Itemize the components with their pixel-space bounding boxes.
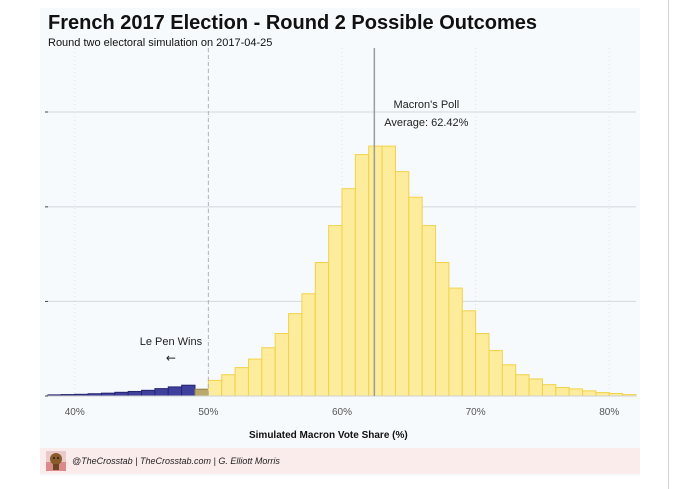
chart-card: 40% 50% 60% 70% 80% Macron's Poll Average: 6… xyxy=(40,8,640,476)
bar-51 xyxy=(221,374,236,397)
bar-58 xyxy=(314,262,330,397)
bar-79 xyxy=(595,392,610,397)
bar-74 xyxy=(528,378,543,397)
reference-lines xyxy=(207,48,376,396)
poll-average-label: Macron's Poll xyxy=(393,99,459,111)
chart-plot: 40% 50% 60% 70% 80% Macron's Poll Average: 6… xyxy=(45,48,637,441)
footer-credits: @TheCrosstab | TheCrosstab.com | G. Elli… xyxy=(72,456,280,466)
bar-53 xyxy=(247,358,263,397)
bar-69 xyxy=(461,310,477,397)
bar-46 xyxy=(154,388,169,397)
bar-72 xyxy=(501,364,517,397)
chart-title: French 2017 Election - Round 2 Possible … xyxy=(48,12,538,34)
bar-62 xyxy=(368,145,383,397)
footer-bar: @TheCrosstab | TheCrosstab.com | G. Elli… xyxy=(40,448,640,474)
bar-68 xyxy=(448,287,463,397)
bar-61 xyxy=(354,154,370,397)
bar-76 xyxy=(555,386,570,397)
x-tick-label-4: 80% xyxy=(599,407,619,418)
bar-71 xyxy=(488,350,503,397)
bar-49 xyxy=(194,388,209,397)
bar-48 xyxy=(181,384,196,397)
lepen-wins-label: Le Pen Wins xyxy=(140,336,203,348)
bar-66 xyxy=(421,225,437,397)
crosstab-logo-icon xyxy=(46,451,66,471)
bar-54 xyxy=(261,347,276,397)
bar-55 xyxy=(274,333,290,397)
bar-77 xyxy=(568,388,584,397)
bar-43 xyxy=(114,391,129,397)
bar-75 xyxy=(541,384,557,397)
bar-70 xyxy=(475,333,490,397)
bar-64 xyxy=(394,171,410,397)
bar-59 xyxy=(328,225,343,397)
bar-50 xyxy=(207,379,223,397)
poll-average-value: Average: 62.42% xyxy=(384,117,468,129)
x-axis-label: Simulated Macron Vote Share (%) xyxy=(249,430,408,441)
histogram-bars xyxy=(47,145,637,397)
bar-73 xyxy=(515,374,530,397)
bar-52 xyxy=(234,367,249,397)
bar-67 xyxy=(435,262,450,397)
bar-65 xyxy=(408,196,423,397)
bar-45 xyxy=(141,389,156,397)
bar-44 xyxy=(127,390,143,397)
window-edge-divider xyxy=(668,0,669,489)
y-axis-ticks xyxy=(45,111,48,397)
x-tick-label-2: 60% xyxy=(332,407,352,418)
x-tick-label-3: 70% xyxy=(466,407,486,418)
bar-57 xyxy=(301,293,316,397)
x-tick-label-0: 40% xyxy=(65,407,85,418)
bar-56 xyxy=(288,313,303,397)
bar-60 xyxy=(341,188,356,397)
x-tick-label-1: 50% xyxy=(198,407,218,418)
left-arrow-icon: ← xyxy=(166,351,176,365)
chart-subtitle: Round two electoral simulation on 2017-0… xyxy=(48,37,273,49)
bar-47 xyxy=(167,386,183,397)
bar-63 xyxy=(381,145,396,397)
bar-78 xyxy=(582,390,597,397)
x-axis-tick-labels: 40% 50% 60% 70% 80% xyxy=(65,407,620,418)
